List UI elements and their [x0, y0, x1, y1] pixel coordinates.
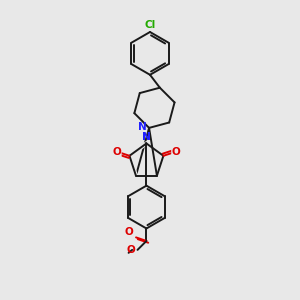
- Text: O: O: [172, 147, 181, 157]
- Text: O: O: [112, 147, 121, 157]
- Text: O: O: [125, 227, 134, 237]
- Text: N: N: [142, 132, 151, 142]
- Text: N: N: [142, 132, 151, 142]
- Text: O: O: [126, 245, 135, 255]
- Text: Cl: Cl: [144, 20, 156, 30]
- Text: N: N: [138, 122, 147, 132]
